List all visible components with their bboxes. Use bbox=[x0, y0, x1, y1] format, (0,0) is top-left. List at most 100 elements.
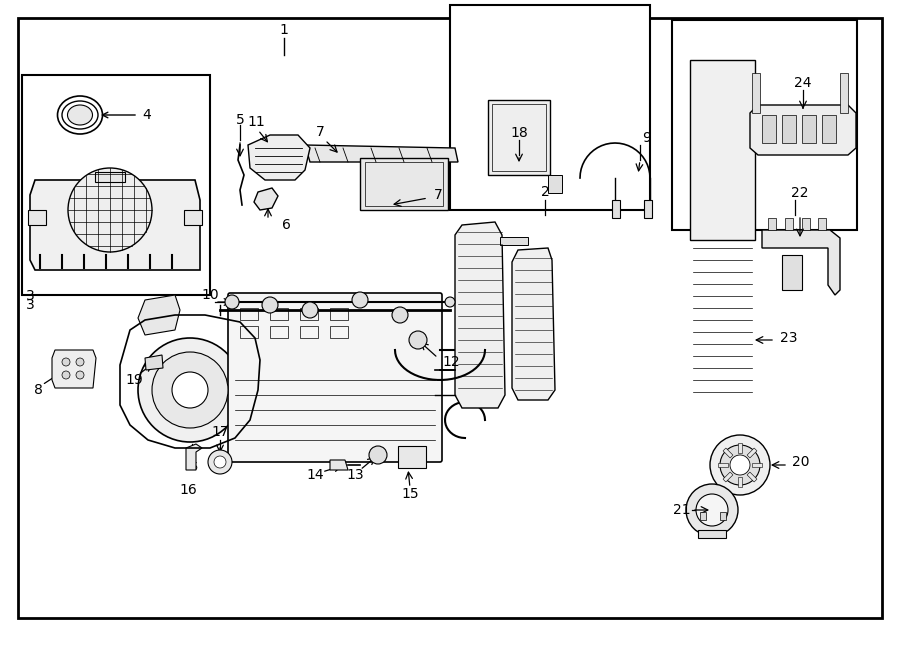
Text: 3: 3 bbox=[26, 289, 35, 303]
Text: 4: 4 bbox=[142, 108, 151, 122]
Text: 7: 7 bbox=[316, 125, 324, 139]
Text: 12: 12 bbox=[442, 355, 460, 369]
Polygon shape bbox=[138, 295, 180, 335]
Ellipse shape bbox=[68, 105, 93, 125]
Polygon shape bbox=[186, 444, 202, 470]
Polygon shape bbox=[254, 188, 278, 210]
Bar bbox=[398, 446, 426, 468]
Text: 7: 7 bbox=[434, 188, 443, 202]
Circle shape bbox=[208, 450, 232, 474]
Bar bbox=[768, 218, 776, 230]
Bar bbox=[330, 326, 348, 338]
Bar bbox=[672, 20, 857, 230]
Text: 6: 6 bbox=[282, 218, 291, 232]
Polygon shape bbox=[248, 135, 310, 180]
Bar bbox=[184, 210, 202, 225]
Ellipse shape bbox=[62, 101, 98, 129]
Text: 1: 1 bbox=[280, 23, 288, 37]
Circle shape bbox=[445, 297, 455, 307]
Circle shape bbox=[62, 358, 70, 366]
Text: 22: 22 bbox=[791, 186, 809, 200]
Text: 5: 5 bbox=[236, 113, 245, 127]
Circle shape bbox=[172, 372, 208, 408]
Polygon shape bbox=[747, 472, 757, 482]
Text: 24: 24 bbox=[794, 76, 812, 90]
Text: 8: 8 bbox=[33, 383, 42, 397]
Polygon shape bbox=[738, 443, 742, 453]
Polygon shape bbox=[30, 180, 200, 270]
Bar bbox=[690, 60, 755, 240]
Bar bbox=[240, 326, 258, 338]
Text: 19: 19 bbox=[125, 373, 143, 387]
Circle shape bbox=[68, 168, 152, 252]
Bar bbox=[700, 512, 706, 520]
Text: 11: 11 bbox=[248, 115, 265, 129]
Text: 2: 2 bbox=[541, 185, 549, 199]
Circle shape bbox=[152, 352, 228, 428]
Circle shape bbox=[696, 494, 728, 526]
Bar bbox=[488, 100, 550, 175]
Bar bbox=[28, 210, 46, 225]
Polygon shape bbox=[738, 477, 742, 487]
Bar bbox=[698, 530, 726, 538]
Circle shape bbox=[720, 445, 760, 485]
Polygon shape bbox=[723, 448, 733, 458]
Text: 15: 15 bbox=[401, 487, 419, 501]
Text: 23: 23 bbox=[780, 331, 797, 345]
Circle shape bbox=[369, 446, 387, 464]
Circle shape bbox=[710, 435, 770, 495]
Text: 3: 3 bbox=[26, 298, 35, 312]
Circle shape bbox=[76, 371, 84, 379]
Bar bbox=[782, 115, 796, 143]
Polygon shape bbox=[750, 105, 856, 155]
Bar bbox=[782, 255, 802, 290]
Circle shape bbox=[352, 292, 368, 308]
Bar bbox=[330, 308, 348, 320]
Circle shape bbox=[138, 338, 242, 442]
Polygon shape bbox=[305, 145, 458, 162]
Text: 16: 16 bbox=[185, 462, 199, 472]
Text: 18: 18 bbox=[510, 126, 528, 140]
Bar bbox=[752, 73, 760, 113]
Polygon shape bbox=[752, 463, 762, 467]
Circle shape bbox=[409, 331, 427, 349]
Bar bbox=[450, 5, 650, 210]
Bar bbox=[840, 73, 848, 113]
Bar bbox=[762, 115, 776, 143]
Bar bbox=[720, 512, 726, 520]
Text: 9: 9 bbox=[642, 131, 651, 145]
Bar bbox=[360, 158, 448, 210]
Ellipse shape bbox=[58, 96, 103, 134]
Text: 17: 17 bbox=[212, 425, 229, 439]
Polygon shape bbox=[455, 222, 505, 408]
Bar bbox=[802, 115, 816, 143]
Polygon shape bbox=[330, 460, 348, 470]
Text: 16: 16 bbox=[179, 483, 197, 497]
Circle shape bbox=[62, 371, 70, 379]
Polygon shape bbox=[52, 350, 96, 388]
Bar bbox=[822, 115, 836, 143]
Bar bbox=[300, 326, 318, 338]
Bar bbox=[492, 104, 546, 171]
Polygon shape bbox=[762, 230, 840, 295]
Bar bbox=[818, 218, 826, 230]
Circle shape bbox=[214, 456, 226, 468]
Circle shape bbox=[225, 295, 239, 309]
Circle shape bbox=[730, 455, 750, 475]
Bar bbox=[300, 308, 318, 320]
Text: 20: 20 bbox=[792, 455, 809, 469]
Text: 10: 10 bbox=[202, 288, 219, 302]
Circle shape bbox=[686, 484, 738, 536]
Bar bbox=[270, 326, 288, 338]
Bar bbox=[644, 200, 652, 218]
Bar bbox=[22, 75, 210, 295]
Bar bbox=[785, 218, 793, 230]
Circle shape bbox=[262, 297, 278, 313]
Bar bbox=[365, 162, 443, 206]
Text: 13: 13 bbox=[346, 468, 364, 482]
Polygon shape bbox=[718, 463, 728, 467]
Polygon shape bbox=[723, 472, 733, 482]
Text: 21: 21 bbox=[673, 503, 691, 517]
Circle shape bbox=[76, 358, 84, 366]
Polygon shape bbox=[512, 248, 555, 400]
